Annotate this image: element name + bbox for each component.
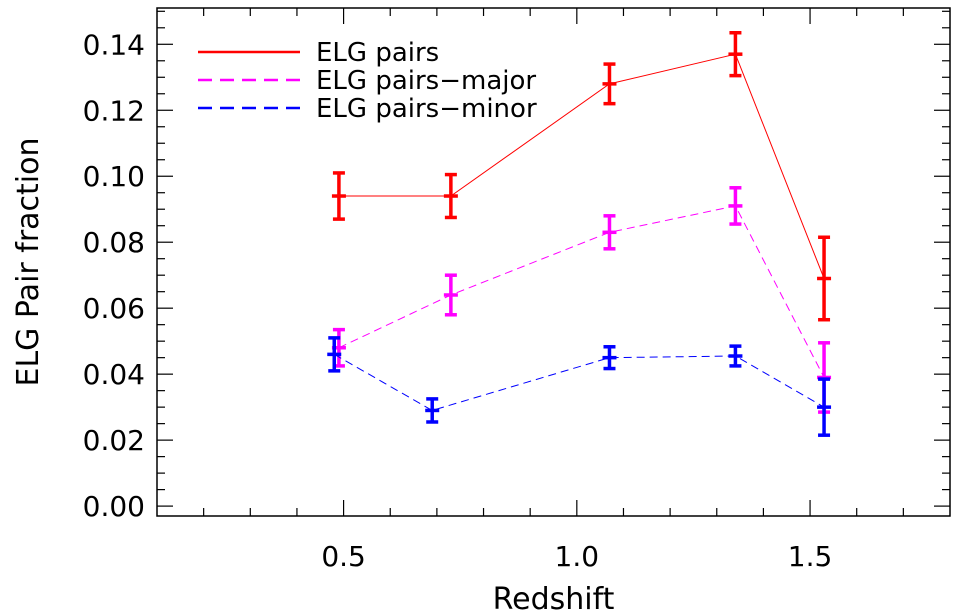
data-point: [817, 377, 832, 437]
legend-label-2: ELG pairs−minor: [316, 94, 537, 124]
y-tick-label: 0.02: [83, 424, 145, 457]
y-tick-label: 0.06: [83, 292, 145, 325]
data-point: [728, 30, 743, 78]
data-point: [331, 171, 346, 221]
data-point: [443, 273, 458, 317]
data-point: [425, 397, 440, 424]
x-tick-label: 1.5: [788, 540, 833, 573]
data-point: [602, 62, 617, 106]
y-tick-label: 0.12: [83, 94, 145, 127]
x-tick-label: 1.0: [555, 540, 600, 573]
y-tick-label: 0.10: [83, 160, 145, 193]
y-tick-label: 0.00: [83, 490, 145, 523]
y-axis-ticks: 0.00 0.02 0.04 0.06 0.08 0.10 0.12 0.14: [83, 10, 950, 523]
y-tick-label: 0.04: [83, 358, 145, 391]
plot-frame: [156, 7, 951, 517]
y-tick-label: 0.14: [83, 28, 145, 61]
data-point: [443, 172, 458, 220]
y-axis-title: ELG Pair fraction: [11, 137, 46, 386]
x-tick-label: 0.5: [321, 540, 366, 573]
data-point: [602, 214, 617, 251]
series-layer: [327, 30, 832, 437]
series-line-1: [338, 205, 825, 378]
series-line-2: [334, 353, 825, 411]
y-tick-label: 0.08: [83, 226, 145, 259]
data-point: [602, 345, 617, 371]
x-axis-title: Redshift: [493, 582, 615, 616]
x-axis-ticks: 0.5 1.0 1.5: [203, 8, 904, 573]
data-point: [728, 186, 743, 226]
legend-label-0: ELG pairs: [316, 38, 439, 68]
data-point: [327, 336, 342, 373]
data-point: [817, 235, 832, 322]
legend-label-1: ELG pairs−major: [316, 66, 536, 96]
data-point: [728, 344, 743, 368]
